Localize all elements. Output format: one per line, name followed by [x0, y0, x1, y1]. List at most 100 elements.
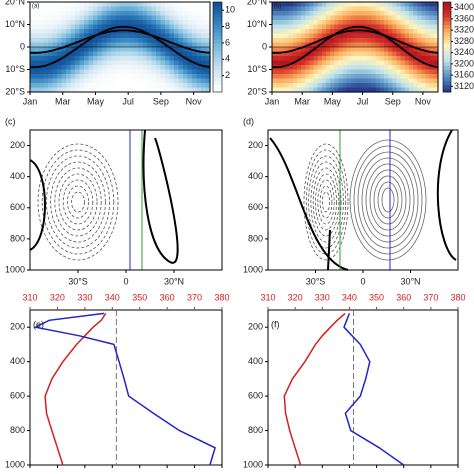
heatmap-cell: [413, 69, 418, 75]
heatmap-cell: [284, 87, 290, 93]
heatmap-cell: [192, 69, 198, 75]
heatmap-cell: [408, 47, 414, 53]
x-tick-label: Nov: [186, 96, 203, 106]
heatmap-cell: [183, 6, 189, 12]
heatmap-cell: [138, 20, 144, 26]
heatmap-cell: [309, 11, 315, 17]
heatmap-cell: [350, 47, 356, 53]
heatmap-cell: [70, 74, 76, 80]
colorbar-step: [443, 65, 451, 70]
x-tick-label: 0: [123, 276, 128, 286]
heatmap-cell: [111, 38, 117, 44]
colorbar-step: [443, 69, 451, 74]
heatmap-cell: [147, 20, 153, 26]
heatmap-cell: [84, 51, 90, 57]
heatmap-cell: [88, 65, 94, 71]
heatmap-cell: [276, 42, 281, 48]
heatmap-cell: [106, 87, 112, 93]
heatmap-cell: [124, 74, 130, 80]
heatmap-cell: [52, 33, 58, 39]
heatmap-cell: [272, 24, 277, 30]
heatmap-cell: [284, 42, 290, 48]
heatmap-cell: [388, 60, 393, 66]
heatmap-cell: [288, 47, 294, 53]
heatmap-cell: [429, 56, 435, 62]
heatmap-cell: [120, 33, 126, 39]
heatmap-cell: [79, 56, 85, 62]
heatmap-cell: [404, 78, 410, 84]
heatmap-cell: [388, 42, 393, 48]
heatmap-cell: [350, 20, 356, 26]
heatmap-cell: [120, 60, 126, 66]
heatmap-cell: [317, 2, 323, 8]
heatmap-cell: [192, 24, 198, 30]
heatmap-cell: [160, 69, 166, 75]
colorbar-step: [443, 9, 451, 14]
heatmap-cell: [183, 83, 189, 89]
heatmap-cell: [350, 15, 356, 21]
heatmap-cell: [396, 33, 402, 39]
heatmap-cell: [404, 38, 410, 44]
heatmap-cell: [408, 51, 414, 57]
heatmap-cell: [151, 69, 157, 75]
heatmap-cell: [325, 83, 331, 89]
heatmap-cell: [309, 33, 315, 39]
heatmap-cell: [39, 29, 45, 35]
heatmap-cell: [388, 87, 393, 93]
heatmap-cell: [183, 60, 189, 66]
heatmap-cell: [133, 47, 139, 53]
heatmap-cell: [325, 6, 331, 12]
heatmap-cell: [276, 78, 281, 84]
heatmap-cell: [165, 65, 171, 71]
heatmap-cell: [396, 60, 402, 66]
heatmap-cell: [187, 33, 193, 39]
heatmap-cell: [280, 24, 286, 30]
heatmap-cell: [325, 51, 331, 57]
heatmap-cell: [305, 20, 310, 26]
heatmap-cell: [379, 83, 385, 89]
heatmap-cell: [151, 38, 157, 44]
heatmap-cell: [280, 2, 286, 8]
heatmap-cell: [334, 56, 339, 62]
heatmap-cell: [325, 24, 331, 30]
heatmap-cell: [379, 20, 385, 26]
colorbar-step: [443, 5, 451, 10]
heatmap-cell: [288, 2, 294, 8]
heatmap-cell: [192, 65, 198, 71]
heatmap-cell: [425, 83, 431, 89]
heatmap-cell: [187, 83, 193, 89]
heatmap-cell: [75, 11, 81, 17]
heatmap-cell: [48, 6, 54, 12]
heatmap-cell: [169, 11, 175, 17]
heatmap-cell: [375, 42, 381, 48]
heatmap-cell: [106, 11, 112, 17]
heatmap-cell: [305, 24, 310, 30]
heatmap-cell: [88, 47, 94, 53]
heatmap-cell: [165, 42, 171, 48]
heatmap-cell: [66, 29, 72, 35]
heatmap-cell: [338, 83, 344, 89]
heatmap-cell: [355, 74, 360, 80]
colorbar-step: [443, 13, 451, 18]
heatmap-cell: [371, 51, 377, 57]
heatmap-cell: [355, 33, 360, 39]
heatmap-cell: [30, 2, 36, 8]
heatmap-cell: [384, 65, 389, 71]
heatmap-cell: [384, 15, 389, 21]
heatmap-cell: [433, 51, 439, 57]
heatmap-cell: [342, 56, 348, 62]
heatmap-cell: [280, 83, 286, 89]
heatmap-cell: [57, 60, 63, 66]
colorbar-label: 10: [225, 5, 235, 15]
heatmap-cell: [330, 20, 335, 26]
heatmap-cell: [102, 6, 108, 12]
heatmap-cell: [124, 56, 130, 62]
heatmap-cell: [284, 15, 290, 21]
heatmap-cell: [272, 38, 277, 44]
heatmap-cell: [183, 47, 189, 53]
heatmap-cell: [392, 83, 398, 89]
heatmap-cell: [57, 24, 63, 30]
heatmap-cell: [93, 2, 99, 8]
colorbar-step: [443, 32, 451, 37]
heatmap-cell: [178, 15, 184, 21]
